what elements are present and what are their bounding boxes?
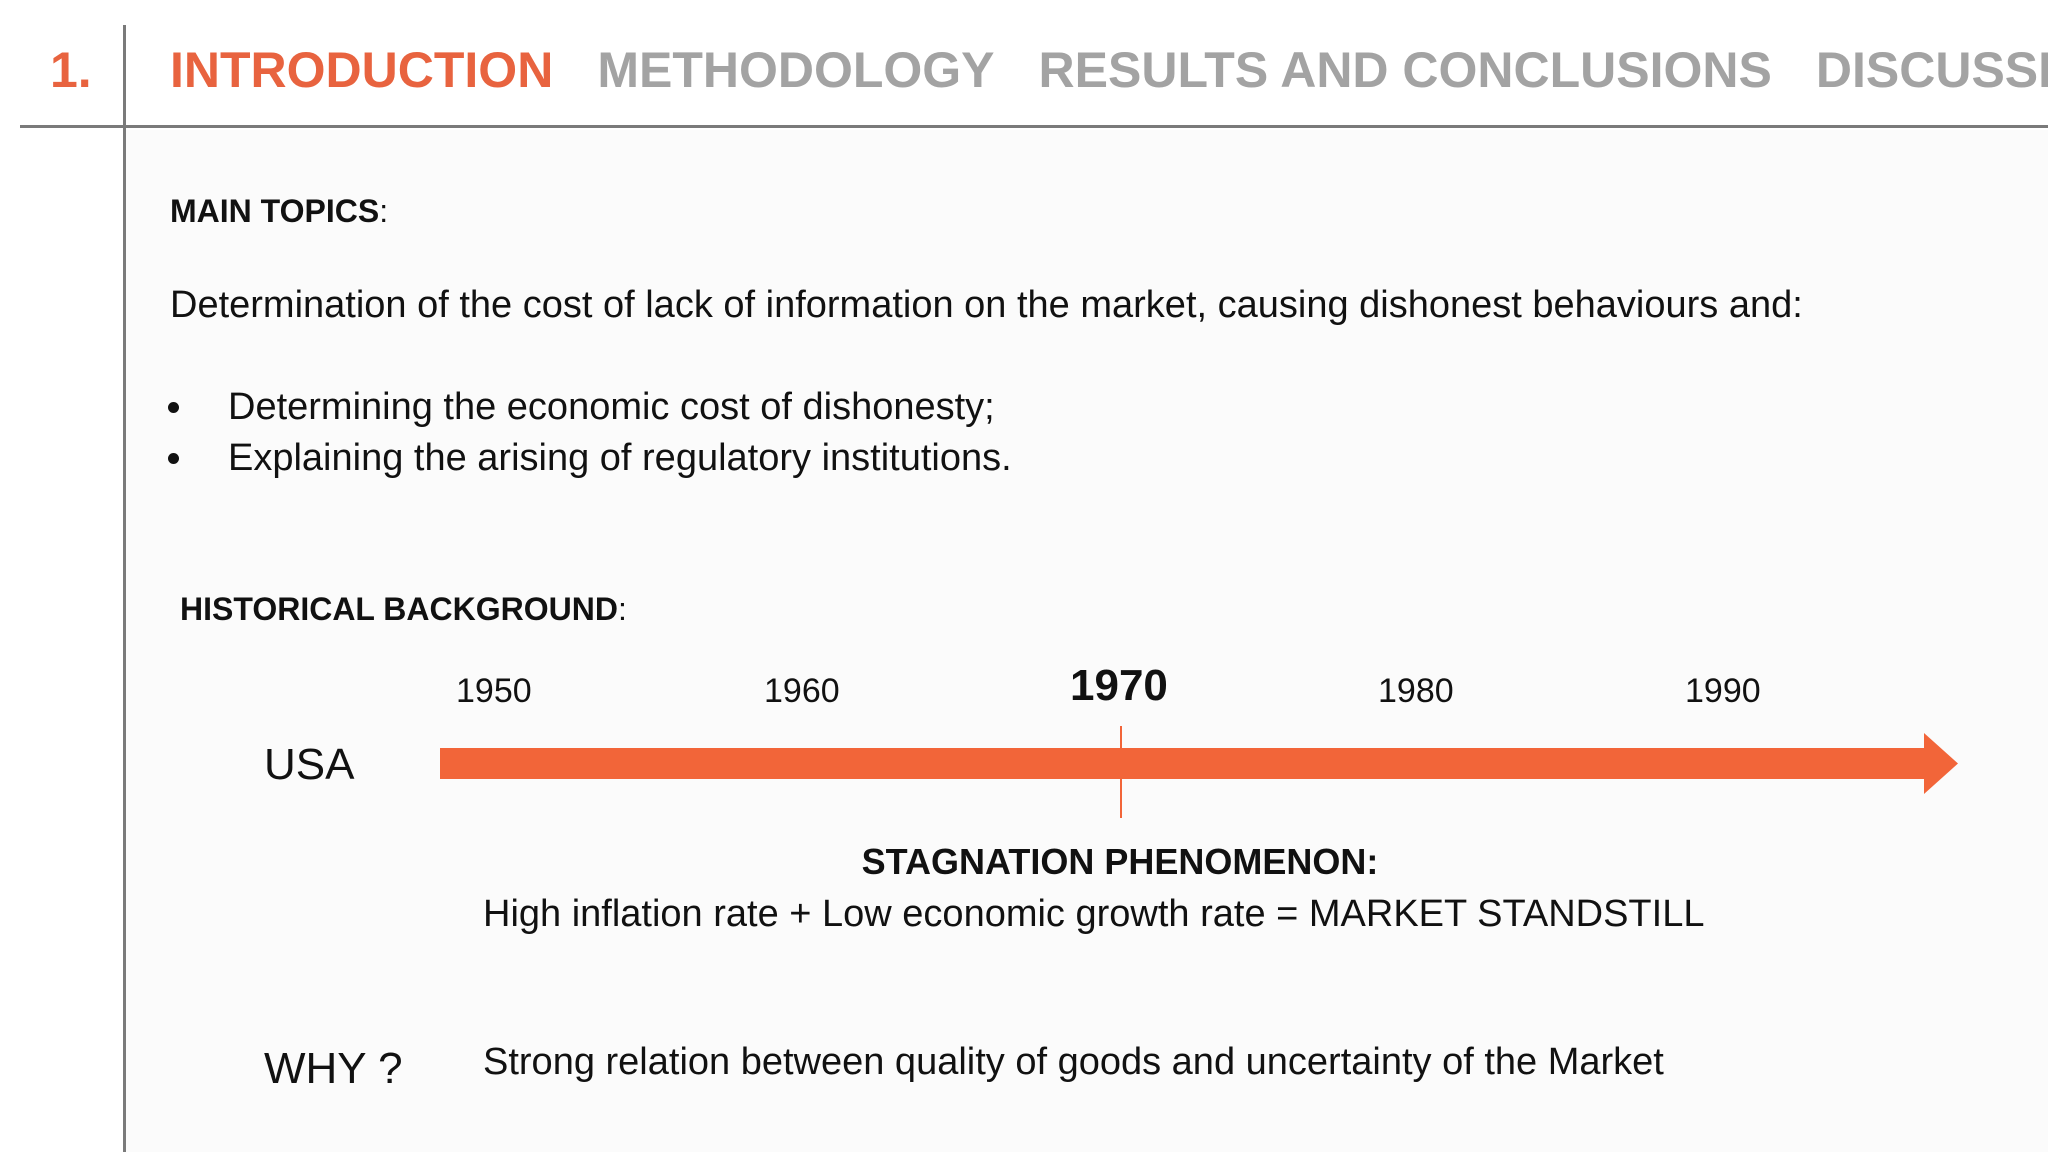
- year-label-1970-highlight: 1970: [1070, 661, 1168, 710]
- year-label-1980: 1980: [1378, 672, 1454, 710]
- main-topics-colon: :: [379, 193, 389, 229]
- bullet-text: Determining the economic cost of dishone…: [228, 386, 995, 428]
- main-topics-heading: MAIN TOPICS:: [170, 191, 388, 231]
- section-nav: INTRODUCTION METHODOLOGY RESULTS AND CON…: [170, 40, 2048, 100]
- stagnation-title: STAGNATION PHENOMENON:: [861, 841, 1379, 882]
- header-divider: [20, 125, 2048, 128]
- historical-background-heading-text: HISTORICAL BACKGROUND: [180, 591, 618, 627]
- year-label-1990: 1990: [1685, 672, 1761, 710]
- tab-results-and-conclusions[interactable]: RESULTS AND CONCLUSIONS: [1038, 42, 1772, 98]
- country-label: USA: [264, 740, 355, 789]
- tab-introduction[interactable]: INTRODUCTION: [170, 42, 554, 98]
- stagnation-formula: High inflation rate + Low economic growt…: [483, 893, 1705, 935]
- year-label-1960: 1960: [764, 672, 840, 710]
- main-topics-bullets: Determining the economic cost of dishone…: [168, 382, 1012, 484]
- historical-background-heading: HISTORICAL BACKGROUND:: [180, 589, 627, 629]
- main-topics-heading-text: MAIN TOPICS: [170, 193, 380, 229]
- historical-background-colon: :: [617, 591, 627, 627]
- year-label-1950: 1950: [456, 672, 532, 710]
- tab-methodology[interactable]: METHODOLOGY: [597, 42, 995, 98]
- bullet-item: Explaining the arising of regulatory ins…: [168, 433, 1012, 484]
- bullet-text: Explaining the arising of regulatory ins…: [228, 437, 1012, 479]
- main-topics-description: Determination of the cost of lack of inf…: [170, 284, 1803, 326]
- why-label: WHY ?: [264, 1044, 403, 1093]
- bullet-dot-icon: [168, 402, 179, 413]
- tab-discussion[interactable]: DISCUSSION: [1815, 42, 2048, 98]
- slide-content-panel: [124, 130, 2048, 1152]
- section-number: 1.: [50, 42, 92, 98]
- bullet-item: Determining the economic cost of dishone…: [168, 382, 1012, 433]
- vertical-divider: [123, 25, 126, 1152]
- why-explanation: Strong relation between quality of goods…: [483, 1041, 1664, 1083]
- bullet-dot-icon: [168, 453, 179, 464]
